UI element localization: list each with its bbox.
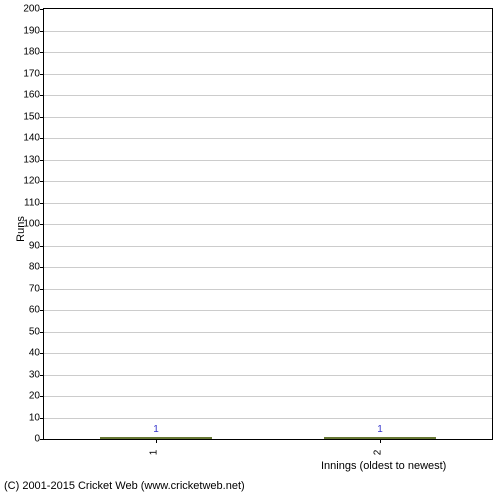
grid-line [44,203,492,204]
y-tick [40,353,44,354]
y-tick [40,418,44,419]
bar-value-label: 1 [153,424,159,435]
grid-line [44,353,492,354]
y-tick-label: 120 [23,176,40,187]
y-tick-label: 70 [29,283,40,294]
y-tick [40,117,44,118]
y-tick-label: 140 [23,133,40,144]
y-tick [40,138,44,139]
y-tick-label: 20 [29,391,40,402]
y-tick-label: 50 [29,326,40,337]
x-tick-label: 2 [372,450,383,456]
y-tick-label: 10 [29,412,40,423]
y-tick [40,439,44,440]
y-tick-label: 90 [29,240,40,251]
y-tick [40,160,44,161]
grid-line [44,160,492,161]
grid-line [44,267,492,268]
y-tick-label: 60 [29,305,40,316]
y-tick-label: 0 [34,434,40,445]
y-tick-label: 200 [23,4,40,15]
grid-line [44,396,492,397]
grid-line [44,95,492,96]
y-tick-label: 80 [29,262,40,273]
grid-line [44,31,492,32]
y-tick [40,396,44,397]
y-tick-label: 160 [23,90,40,101]
y-tick-label: 190 [23,25,40,36]
bar-value-label: 1 [377,424,383,435]
y-tick [40,31,44,32]
y-tick-label: 130 [23,154,40,165]
grid-line [44,418,492,419]
x-tick-label: 1 [148,450,159,456]
y-tick [40,52,44,53]
y-tick [40,9,44,10]
y-tick [40,224,44,225]
grid-line [44,117,492,118]
grid-line [44,138,492,139]
y-tick-label: 150 [23,111,40,122]
x-tick [380,439,381,443]
y-tick [40,289,44,290]
copyright-text: (C) 2001-2015 Cricket Web (www.cricketwe… [4,480,245,492]
grid-line [44,52,492,53]
y-tick-label: 170 [23,68,40,79]
y-tick [40,203,44,204]
grid-line [44,224,492,225]
y-axis-title: Runs [15,216,27,242]
grid-line [44,74,492,75]
y-tick-label: 180 [23,47,40,58]
grid-line [44,289,492,290]
y-tick-label: 110 [24,197,40,208]
y-tick [40,375,44,376]
grid-line [44,332,492,333]
grid-line [44,246,492,247]
x-axis-title: Innings (oldest to newest) [321,460,446,472]
chart-container: 0102030405060708090100110120130140150160… [0,0,500,500]
y-tick [40,95,44,96]
y-tick [40,74,44,75]
y-tick-label: 40 [29,348,40,359]
plot-area: 0102030405060708090100110120130140150160… [43,8,493,440]
y-tick [40,246,44,247]
y-tick [40,267,44,268]
grid-line [44,310,492,311]
grid-line [44,181,492,182]
y-tick-label: 30 [29,369,40,380]
y-tick [40,181,44,182]
y-tick [40,332,44,333]
x-tick [156,439,157,443]
grid-line [44,375,492,376]
y-tick [40,310,44,311]
